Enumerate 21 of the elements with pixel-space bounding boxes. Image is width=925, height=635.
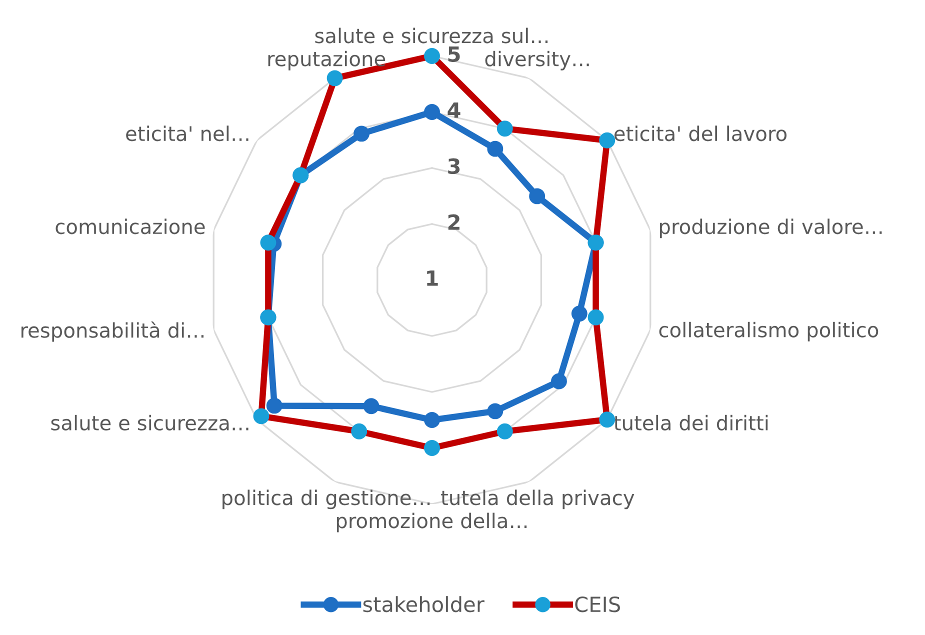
spoke-label: salute e sicurezza sul… [315, 28, 548, 44]
spoke-label: promozione della… [336, 512, 527, 532]
y-tick-label: 4 [448, 102, 460, 118]
y-tick-label: 1 [427, 270, 438, 286]
spoke-label: tutela della privacy [441, 490, 634, 510]
spoke-label: politica di gestione… [222, 490, 430, 510]
spoke-label: reputazione [268, 50, 386, 70]
spoke-label: salute e sicurezza… [51, 414, 248, 430]
y-tick-label: 5 [448, 46, 460, 62]
y-tick-label: 3 [448, 158, 460, 174]
spoke-label: responsabilità di… [22, 321, 204, 342]
spoke-label: diversity… [485, 50, 589, 70]
spoke-label: eticita' del lavoro [614, 126, 787, 142]
spoke-label: tutela dei diritti [614, 414, 768, 430]
y-tick-label: 2 [448, 214, 460, 230]
spoke-label: collateralismo politico [659, 322, 878, 342]
legend-label: stakeholder [363, 596, 484, 612]
spoke-label: eticita' nel… [126, 126, 248, 142]
legend-label: CEIS [575, 596, 620, 612]
spoke-label: produzione di valore… [660, 218, 882, 238]
spoke-label: comunicazione [56, 218, 205, 234]
